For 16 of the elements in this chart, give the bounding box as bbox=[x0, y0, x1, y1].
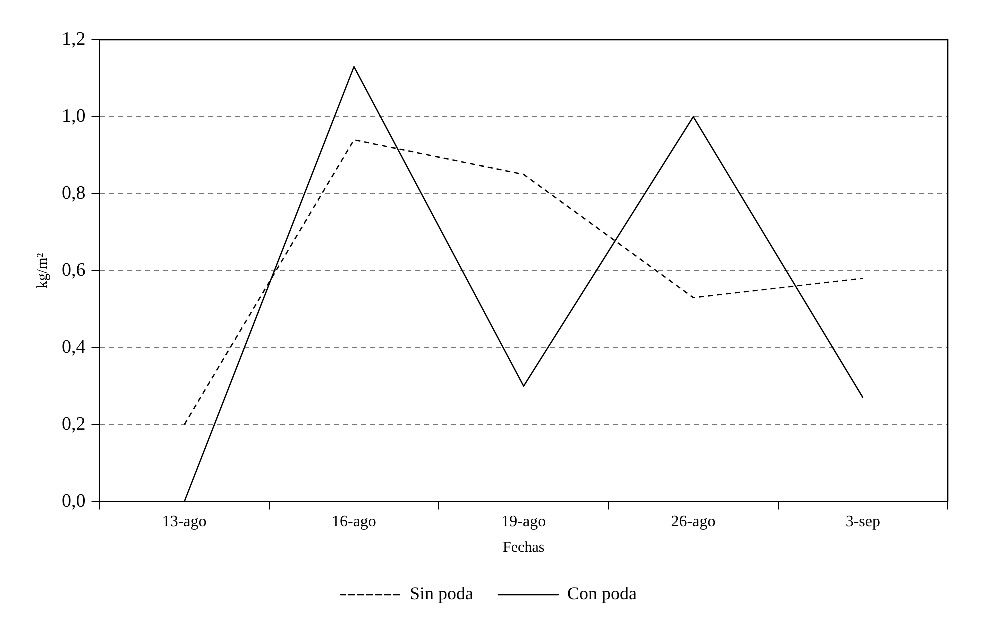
legend-label: Sin poda bbox=[410, 584, 474, 604]
y-axis-title: kg/m² bbox=[34, 252, 51, 289]
y-tick-label: 0,6 bbox=[62, 260, 86, 281]
x-tick-label: 16-ago bbox=[332, 514, 376, 531]
x-tick-label: 19-ago bbox=[502, 514, 546, 531]
x-tick-label: 3-sep bbox=[846, 514, 881, 531]
legend-label: Con poda bbox=[568, 584, 638, 604]
x-tick-label: 26-ago bbox=[671, 514, 716, 531]
y-tick-label: 1,2 bbox=[62, 28, 86, 50]
x-axis-title: Fechas bbox=[503, 540, 545, 556]
y-tick-label: 0,8 bbox=[62, 182, 86, 204]
y-tick-label: 0,4 bbox=[62, 336, 86, 358]
x-tick-label: 13-ago bbox=[162, 514, 207, 531]
y-tick-label: 0,0 bbox=[62, 490, 86, 512]
y-tick-label: 0,2 bbox=[62, 414, 86, 435]
y-tick-label: 1,0 bbox=[62, 106, 86, 127]
